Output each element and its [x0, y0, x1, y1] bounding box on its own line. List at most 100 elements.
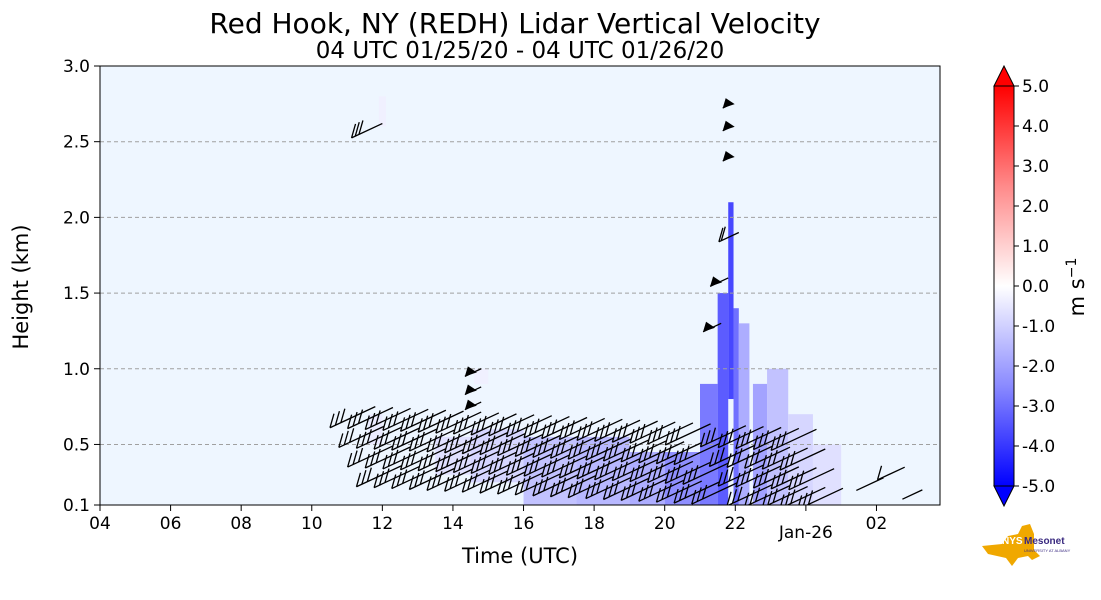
wind-barb — [718, 226, 740, 243]
x-tick-label: 04 — [89, 514, 111, 534]
wind-barb — [479, 471, 526, 494]
wind-barb — [382, 408, 429, 432]
wind-barb — [638, 441, 685, 464]
y-tick-label: 1.5 — [63, 284, 90, 304]
wind-barb — [752, 466, 800, 489]
wind-barb — [691, 482, 738, 505]
wind-barb — [567, 437, 614, 460]
x-tick-label: 02 — [866, 514, 888, 534]
velocity-cell — [733, 308, 739, 505]
wind-barb — [664, 461, 711, 485]
wind-barb — [770, 467, 817, 490]
wind-barb — [752, 427, 800, 451]
chart-title: Red Hook, NY (REDH) Lidar Vertical Veloc… — [209, 7, 820, 40]
wind-barb — [702, 321, 722, 333]
y-tick-label: 2.5 — [63, 133, 90, 153]
velocity-cell — [812, 444, 842, 505]
wind-barb — [505, 415, 553, 438]
wind-barb — [602, 477, 650, 501]
wind-barb — [709, 276, 729, 287]
wind-barb — [629, 459, 676, 483]
wind-barb — [744, 446, 791, 469]
svg-text:NYS: NYS — [1002, 536, 1023, 547]
velocity-cell — [728, 202, 734, 400]
wind-barb — [426, 430, 473, 453]
wind-barb — [338, 425, 385, 449]
x-tick-label: 10 — [301, 514, 323, 534]
x-tick-label: 22 — [724, 514, 746, 534]
wind-barb — [373, 427, 420, 450]
plot-frame — [99, 65, 941, 506]
wind-barb — [532, 474, 579, 497]
wind-barb — [497, 433, 544, 457]
wind-barb — [770, 428, 817, 452]
wind-barb — [391, 466, 438, 490]
wind-barb — [585, 476, 632, 500]
wind-barb — [488, 414, 535, 437]
wind-barb — [399, 448, 447, 471]
wind-barbs — [329, 98, 923, 505]
nys-mesonet-logo: NYS Mesonet UNIVERSITY AT ALBANY — [982, 524, 1071, 566]
wind-barb — [541, 416, 588, 440]
y-axis-label: Height (km) — [9, 224, 33, 349]
wind-barb — [673, 442, 720, 466]
wind-barb — [461, 470, 508, 493]
velocity-cell — [576, 436, 630, 505]
wind-barb — [576, 457, 623, 480]
velocity-cell — [474, 368, 489, 384]
wind-barb — [417, 449, 464, 472]
wind-barb — [382, 447, 429, 470]
wind-barb — [523, 454, 570, 477]
velocity-cell — [767, 368, 789, 505]
colorbar-tick-label: 2.0 — [1022, 197, 1049, 217]
wind-barb — [549, 475, 597, 498]
velocity-cell — [738, 323, 750, 505]
wind-barb — [780, 486, 826, 505]
colorbar-min-extend — [993, 485, 1015, 508]
wind-barb — [558, 456, 605, 479]
x-tick-label: 08 — [230, 514, 252, 534]
colorbar-label: m s−1 — [1064, 258, 1089, 317]
y-tick-label: 1.0 — [63, 360, 90, 380]
wind-barb — [744, 485, 791, 505]
wind-barb — [549, 436, 597, 459]
colorbar-tick-label: -3.0 — [1022, 397, 1055, 417]
wind-barb — [399, 409, 447, 432]
wind-barb — [391, 428, 438, 451]
velocity-cell — [378, 96, 386, 127]
wind-barb — [347, 445, 394, 468]
wind-barb — [856, 477, 884, 492]
x-axis: 04 06 08 10 12 14 16 18 20 22 Jan-26 02 — [89, 505, 887, 543]
wind-barb — [673, 481, 720, 504]
x-tick-label: 20 — [654, 514, 676, 534]
wind-barb — [444, 469, 491, 492]
wind-barb — [408, 467, 455, 491]
velocity-cell — [717, 293, 729, 505]
wind-barb — [611, 458, 658, 482]
wind-barb — [470, 451, 517, 475]
wind-barb — [373, 465, 420, 489]
wind-barb — [638, 479, 685, 502]
wind-barb — [664, 423, 711, 446]
wind-barb — [594, 458, 641, 481]
wind-barb — [682, 462, 729, 485]
wind-barb — [655, 480, 703, 503]
svg-text:UNIVERSITY AT ALBANY: UNIVERSITY AT ALBANY — [1024, 548, 1071, 553]
wind-barb — [567, 475, 614, 499]
wind-barb — [435, 411, 482, 434]
wind-barb — [620, 440, 667, 463]
wind-barb — [464, 384, 482, 396]
colorbar-max-extend — [993, 64, 1015, 87]
wind-barb — [647, 460, 694, 484]
wind-barb — [497, 472, 544, 495]
wind-barb — [576, 418, 623, 442]
wind-barb — [350, 120, 383, 139]
wind-barb — [788, 468, 835, 491]
wind-barb — [717, 464, 764, 487]
wind-barb — [761, 447, 808, 470]
wind-barb — [514, 434, 561, 458]
x-axis-label: Time (UTC) — [461, 544, 578, 568]
wind-barb — [735, 426, 782, 450]
colorbar-tick-label: 5.0 — [1022, 77, 1049, 97]
